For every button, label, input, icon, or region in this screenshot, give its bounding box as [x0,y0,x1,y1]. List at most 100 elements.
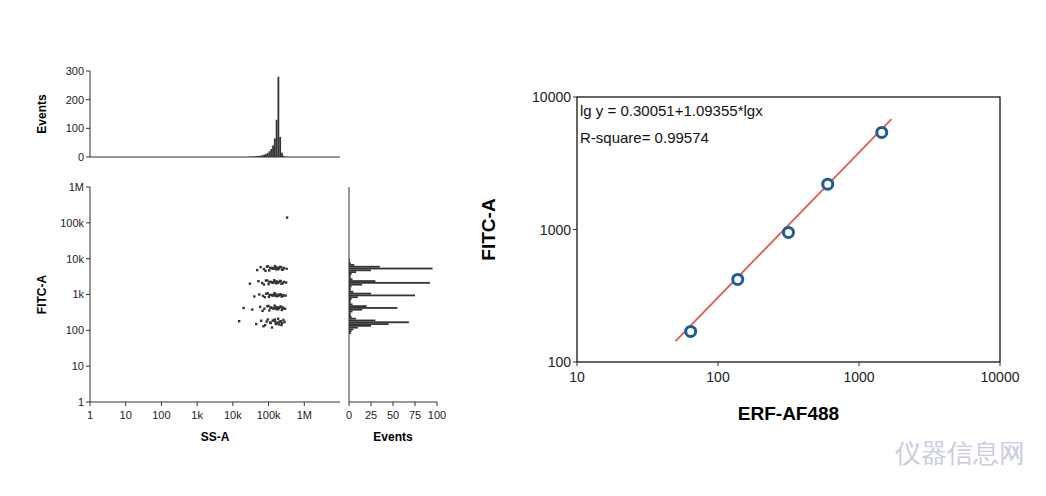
scatter-point [271,326,273,328]
histogram-bar [349,330,352,332]
scatter-point [277,318,279,320]
histogram-bar [349,284,362,286]
x-tick [232,402,233,406]
y-axis-title: FITC-A [35,275,49,315]
x-tick-label: 50 [387,409,399,421]
histogram-bar [274,138,276,157]
scatter-point [282,268,284,270]
histogram-bar [251,156,253,157]
scatter-point [267,265,269,267]
watermark: 仪器信息网 [895,438,1025,468]
y-tick-label: 100k [60,217,84,229]
x-tick [437,402,438,406]
scatter-point [266,279,268,281]
scatter-point [282,319,284,321]
x-tick-label: 25 [365,409,377,421]
histogram-bar [349,287,351,289]
histogram-bar [349,269,371,271]
scatter-point [877,127,887,137]
scatter-point [277,295,279,297]
x-tick-label: 10000 [981,369,1020,385]
scatter-point [284,294,286,296]
histogram-bar [349,277,351,279]
y-tick [86,330,90,331]
figure: 0100200300Events1101001k10k100k1M1101001… [0,0,1046,496]
y-tick [86,157,90,158]
histogram-bar [349,318,356,320]
y-tick-label: 0 [78,151,84,163]
histogram-bar [349,303,353,305]
y-axis-line [90,71,91,157]
histogram-bar [349,286,352,288]
histogram-bar [349,332,351,334]
histogram-bar [349,275,351,277]
scatter-point [260,320,262,322]
x-tick [393,402,394,406]
histogram-bar [349,298,352,300]
scatter-point [258,293,260,295]
histogram-bar [281,153,283,157]
scatter-point [264,296,266,298]
y-axis-title: Events [35,94,49,134]
scatter-point [279,305,281,307]
x-tick-label: 100k [257,409,281,421]
histogram-bar [349,305,367,307]
scatter-point [262,325,264,327]
histogram-bar [349,325,371,327]
scatter-point [257,280,259,282]
scatter-point [259,306,261,308]
histogram-bar [254,156,256,157]
histogram-bar [349,280,375,282]
histogram-bar [349,329,353,331]
x-tick-label: 1k [191,409,203,421]
scatter-point [268,309,270,311]
x-tick [859,362,860,366]
histogram-bar [349,323,389,325]
marks [676,119,892,341]
scatter-point [279,320,281,322]
x-tick-label: 100 [706,369,730,385]
x-tick-label: 1M [297,409,312,421]
histogram-bar [285,156,287,157]
y-tick [573,362,577,363]
histogram-bar [283,156,285,157]
y-tick-label: 300 [66,65,84,77]
scatter-point [783,227,793,237]
histogram-bar [267,153,269,157]
scatter-point [268,281,270,283]
histogram-bar [349,259,350,261]
x-tick-label: 1000 [843,369,874,385]
y-tick-label: 1k [72,288,84,300]
scatter-point [273,307,275,309]
histogram-bar [349,321,409,323]
scatter-point [283,321,285,323]
scatter-point [265,320,267,322]
annotation: lg y = 0.30051+1.09355*lgx [580,102,763,119]
y-tick [86,294,90,295]
histogram-bar [288,157,290,158]
y-tick-label: 100 [66,122,84,134]
scatter-point [242,307,244,309]
x-tick-label: 1 [87,409,93,421]
x-tick-label: 0 [346,409,352,421]
x-tick-label: 100 [152,409,170,421]
x-axis-title: SS-A [201,430,230,444]
histogram-bar [349,278,353,280]
scatter-point [733,274,743,284]
scatter-point [255,323,257,325]
scatter-point [281,269,283,271]
x-tick [349,402,350,406]
histogram-bar [349,316,352,318]
y-tick [86,366,90,367]
marks [238,216,288,328]
scatter-point [269,294,271,296]
scatter-point [277,308,279,310]
histogram-bar [270,149,272,157]
chart-histogram: 0100200300Events [35,65,340,163]
histogram-bar [349,312,351,314]
x-axis-title: Events [373,430,413,444]
histogram-bar [349,307,397,309]
histogram-bar [349,293,371,295]
y-tick-label: 10 [72,360,84,372]
histogram-bar [349,271,356,273]
